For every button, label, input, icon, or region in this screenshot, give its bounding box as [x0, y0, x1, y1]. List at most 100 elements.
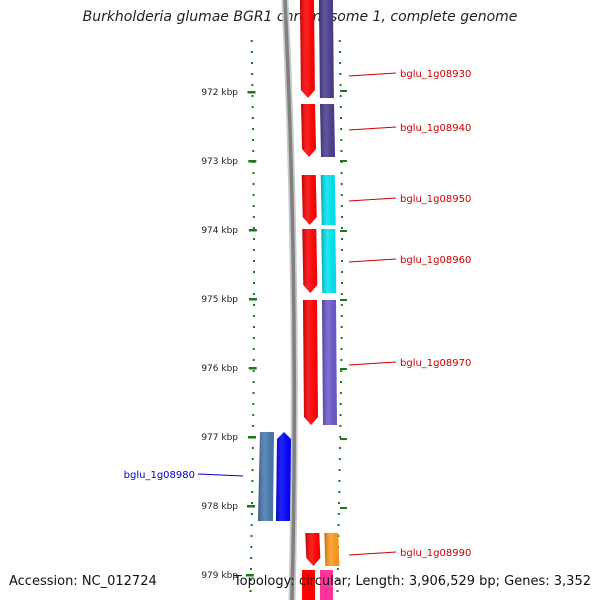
- label-connector: [348, 258, 397, 263]
- gene-continuation: [302, 570, 333, 600]
- cog-block-shade: [324, 533, 340, 566]
- gc-dot: [251, 62, 254, 64]
- gc-dot: [251, 502, 254, 504]
- gene-label[interactable]: bglu_1g08970: [400, 358, 471, 369]
- gc-tick: [340, 299, 347, 301]
- gc-dot: [338, 502, 341, 504]
- cog-block-shade: [322, 300, 337, 425]
- gc-dot: [252, 392, 255, 394]
- gene-bglu_1g08930[interactable]: [300, 0, 334, 98]
- gc-dot: [252, 304, 255, 306]
- gene-label[interactable]: bglu_1g08940: [400, 123, 471, 134]
- gc-dot: [252, 205, 255, 207]
- label-connector: [348, 361, 397, 366]
- gene-arrow-shade: [305, 533, 321, 566]
- gc-dot: [250, 513, 253, 515]
- gc-dot: [340, 183, 343, 185]
- gc-dot: [340, 359, 343, 361]
- gc-dot: [336, 590, 339, 592]
- gc-dot: [252, 172, 255, 174]
- cog-block-shade: [320, 175, 336, 225]
- gc-dot: [250, 546, 253, 548]
- gene-label[interactable]: bglu_1g08980: [124, 470, 195, 481]
- gc-dot: [252, 260, 255, 262]
- gc-dot: [339, 73, 342, 75]
- gene-label[interactable]: bglu_1g08960: [400, 255, 471, 266]
- gene-label[interactable]: bglu_1g08930: [400, 69, 471, 80]
- kbp-label: 973 kbp: [201, 157, 238, 167]
- kbp-tick: [248, 298, 257, 301]
- gc-dot: [340, 128, 343, 130]
- gc-dot: [340, 348, 343, 350]
- gene-bglu_1g08960[interactable]: [302, 229, 337, 293]
- kbp-tick: [248, 229, 257, 232]
- genome-backbone: [281, 0, 298, 600]
- gc-dot: [338, 40, 341, 42]
- gene-label[interactable]: bglu_1g08950: [400, 194, 471, 205]
- kbp-label: 979 kbp: [201, 571, 238, 581]
- gene-features[interactable]: [258, 0, 340, 600]
- gc-dot: [340, 238, 343, 240]
- kbp-label: 977 kbp: [201, 433, 238, 443]
- gene-arrow-shade: [303, 300, 318, 425]
- gene-bglu_1g08990[interactable]: [305, 533, 340, 566]
- label-connector: [348, 551, 397, 556]
- gc-dot: [250, 524, 253, 526]
- gene-bglu_1g08950[interactable]: [301, 175, 336, 225]
- gc-dot: [251, 469, 254, 471]
- gc-dot: [251, 84, 254, 86]
- gene-arrow-shade: [300, 0, 315, 98]
- gc-dot: [252, 194, 255, 196]
- cog-block-shade: [318, 0, 334, 98]
- kbp-label: 975 kbp: [201, 295, 238, 305]
- kbp-label: 974 kbp: [201, 226, 238, 236]
- kbp-tick: [248, 367, 257, 370]
- gc-dot: [251, 491, 254, 493]
- genome-stats-text: Topology: circular; Length: 3,906,529 bp…: [233, 574, 591, 589]
- gc-dot: [339, 84, 342, 86]
- gene-bglu_1g08970[interactable]: [303, 300, 337, 425]
- gene-label[interactable]: bglu_1g08990: [400, 548, 471, 559]
- kbp-tick: [247, 436, 256, 439]
- gc-dot: [249, 590, 252, 592]
- gc-dot: [336, 579, 339, 581]
- gc-dot: [252, 216, 255, 218]
- gc-dot: [340, 304, 343, 306]
- gc-dot: [251, 128, 254, 130]
- gc-dot: [252, 337, 255, 339]
- gc-dot: [252, 139, 255, 141]
- gc-dot: [339, 95, 342, 97]
- kbp-tick: [246, 505, 255, 508]
- gc-dot: [337, 513, 340, 515]
- gc-dot: [252, 370, 255, 372]
- gc-tick: [340, 90, 347, 92]
- gc-dot: [340, 370, 343, 372]
- gc-tick: [340, 507, 347, 509]
- gc-dot: [340, 381, 343, 383]
- gc-dot: [251, 447, 254, 449]
- gene-arrow-shade: [302, 229, 318, 293]
- cog-block-shade: [258, 432, 274, 521]
- label-connector: [348, 72, 397, 77]
- gene-bglu_1g08980[interactable]: [258, 432, 291, 521]
- gc-dot: [340, 326, 343, 328]
- label-connector: [348, 126, 397, 131]
- label-connector: [348, 197, 397, 202]
- gc-dot: [340, 227, 343, 229]
- gc-dot: [252, 425, 255, 427]
- gc-dot: [340, 172, 343, 174]
- gc-dot: [338, 480, 341, 482]
- gc-dot: [250, 40, 253, 42]
- gene-bglu_1g08940[interactable]: [301, 104, 336, 157]
- gc-dot: [252, 293, 255, 295]
- gene-labels[interactable]: bglu_1g08930 bglu_1g08940 bglu_1g08950bglu…: [124, 69, 472, 559]
- label-connector: [197, 473, 244, 477]
- gc-tick: [340, 160, 347, 162]
- gc-dot: [250, 557, 253, 559]
- cog-block-partial: [320, 570, 333, 600]
- gc-dot: [339, 106, 342, 108]
- gc-dot: [339, 436, 342, 438]
- gc-dot: [340, 260, 343, 262]
- gc-dot: [252, 403, 255, 405]
